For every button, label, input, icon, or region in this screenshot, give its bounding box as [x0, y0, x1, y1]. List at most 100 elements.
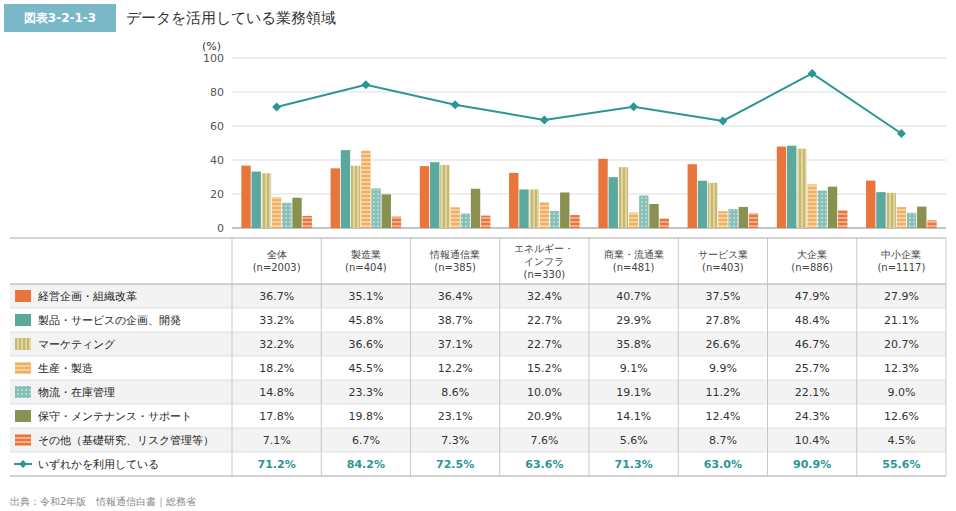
bar — [371, 188, 380, 228]
table-value: 14.8% — [259, 386, 294, 399]
table-value: 22.1% — [795, 386, 830, 399]
table-value: 22.7% — [527, 314, 562, 327]
legend-icon — [15, 434, 31, 446]
bar — [550, 211, 559, 228]
table-value: 36.6% — [348, 338, 383, 351]
y-tick-label: 20 — [210, 188, 224, 201]
table-value: 21.1% — [884, 314, 919, 327]
category-label: 製造業(n=404) — [345, 249, 387, 273]
table-value: 45.5% — [348, 362, 383, 375]
table-value: 36.7% — [259, 290, 294, 303]
bar — [519, 189, 528, 228]
line-marker — [361, 80, 370, 89]
table-row-line — [10, 428, 946, 429]
table-row-bg — [10, 452, 946, 476]
table-value: 35.1% — [348, 290, 383, 303]
table-row-line — [10, 476, 946, 477]
table-value: 71.3% — [615, 458, 653, 471]
table-value: 9.0% — [887, 386, 915, 399]
table-row-bg — [10, 428, 946, 452]
table-row-bg — [10, 356, 946, 380]
table-value: 32.2% — [259, 338, 294, 351]
table-row-bg — [10, 332, 946, 356]
table-value: 7.1% — [263, 434, 291, 447]
bar — [807, 184, 816, 228]
chart: 図表3-2-1-3データを活用している業務領域020406080100(%)全体… — [0, 0, 956, 511]
table-value: 37.1% — [438, 338, 473, 351]
bar — [838, 210, 847, 228]
table-row-bg — [10, 308, 946, 332]
table-value: 10.4% — [795, 434, 830, 447]
bar-series — [282, 188, 916, 228]
table-row-line — [10, 452, 946, 453]
table-value: 32.4% — [527, 290, 562, 303]
category-label: 中小企業(n=1117) — [877, 249, 925, 273]
table-value: 36.4% — [438, 290, 473, 303]
bar — [481, 216, 490, 228]
table-value: 9.1% — [620, 362, 648, 375]
bar — [818, 190, 827, 228]
bar — [718, 211, 727, 228]
bar — [420, 166, 429, 228]
bar — [272, 197, 281, 228]
bar — [688, 164, 697, 228]
bar — [708, 183, 717, 228]
bar — [649, 204, 658, 228]
table-border — [10, 476, 946, 477]
legend-icon — [15, 362, 31, 374]
table-value: 27.8% — [705, 314, 740, 327]
table-value: 40.7% — [616, 290, 651, 303]
table-value: 84.2% — [347, 458, 385, 471]
source-note: 出典：令和2年版 情報通信白書｜総務省 — [10, 496, 196, 508]
bar — [303, 216, 312, 228]
table-value: 7.6% — [530, 434, 558, 447]
table-value: 25.7% — [795, 362, 830, 375]
line-marker — [629, 102, 638, 111]
header: 図表3-2-1-3 データを活用している業務領域 — [4, 4, 336, 32]
legend-icon — [15, 290, 31, 302]
table-divider — [410, 238, 411, 476]
table-value: 8.6% — [441, 386, 469, 399]
bar — [252, 172, 261, 228]
bar — [866, 181, 875, 228]
bar — [797, 149, 806, 228]
table-value: 18.2% — [259, 362, 294, 375]
bar — [927, 220, 936, 228]
header-label: 図表3-2-1-3 — [24, 11, 96, 25]
category-label: サービス業(n=403) — [698, 249, 748, 273]
header-badge — [4, 4, 116, 32]
bar — [777, 147, 786, 228]
table-value: 4.5% — [887, 434, 915, 447]
bar-series — [272, 151, 906, 228]
row-label: 生産・製造 — [38, 362, 93, 374]
bar-series — [262, 149, 896, 228]
bar — [509, 173, 518, 228]
bar — [876, 192, 885, 228]
legend-icon — [15, 410, 31, 422]
table-value: 15.2% — [527, 362, 562, 375]
table-row-line — [10, 332, 946, 333]
line — [277, 73, 902, 133]
table-divider — [499, 238, 500, 476]
table-row-line — [10, 308, 946, 309]
bar-series — [241, 147, 875, 228]
table-value: 90.9% — [793, 458, 831, 471]
table-divider — [678, 238, 679, 476]
table-value: 11.2% — [705, 386, 740, 399]
row-label: その他（基礎研究、リスク管理等） — [38, 434, 214, 446]
category-label: 大企業(n=886) — [791, 249, 833, 273]
bar — [341, 150, 350, 228]
table-value: 27.9% — [884, 290, 919, 303]
line-series — [272, 69, 906, 138]
bar — [262, 173, 271, 228]
title: データを活用している業務領域 — [126, 9, 336, 27]
legend-icon — [15, 314, 31, 326]
bar — [440, 165, 449, 228]
table-divider — [321, 238, 322, 476]
table-value: 12.2% — [438, 362, 473, 375]
bar — [639, 196, 648, 228]
table-divider — [856, 238, 857, 476]
table-value: 7.3% — [441, 434, 469, 447]
plot-area — [241, 69, 936, 228]
bar — [351, 166, 360, 228]
